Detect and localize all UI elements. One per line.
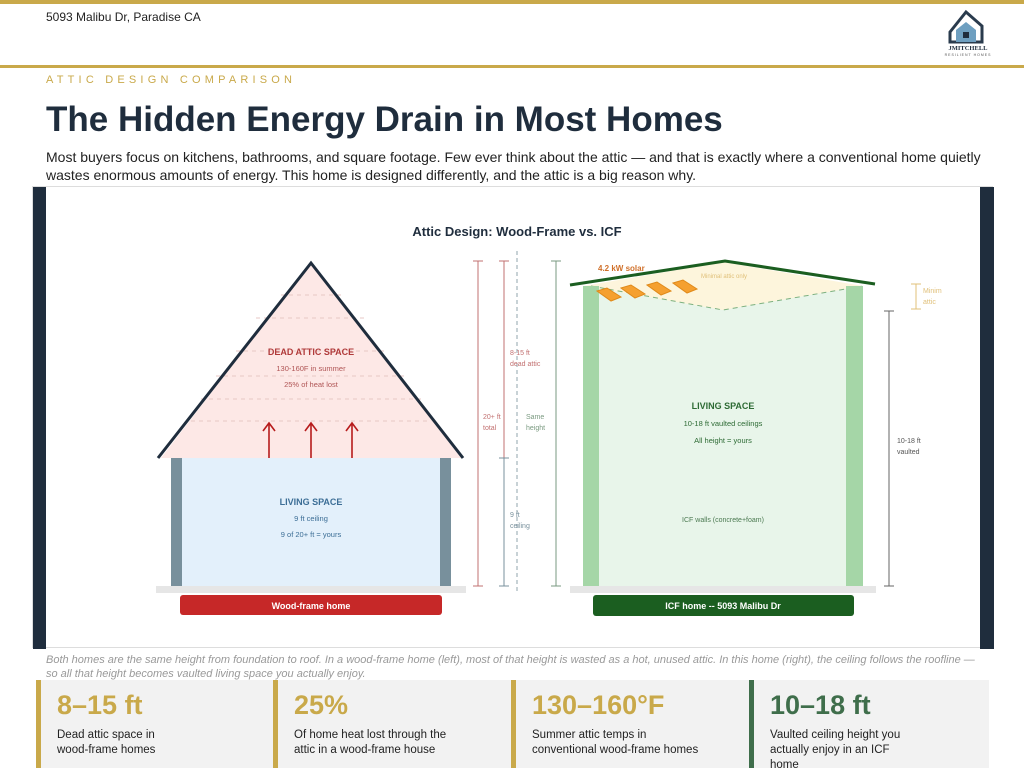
section-eyebrow: ATTIC DESIGN COMPARISON: [46, 74, 297, 86]
svg-text:Minim: Minim: [923, 288, 942, 295]
svg-text:LIVING SPACE: LIVING SPACE: [692, 401, 755, 411]
heat-loss-arrows: [262, 421, 359, 458]
stat-desc: Of home heat lost through the attic in a…: [294, 729, 447, 756]
top-accent-bar: [0, 0, 1024, 4]
svg-text:ICF walls (concrete+foam): ICF walls (concrete+foam): [682, 517, 764, 524]
svg-text:25% of heat lost: 25% of heat lost: [284, 380, 339, 389]
svg-text:vaulted: vaulted: [897, 449, 920, 456]
svg-text:height: height: [526, 425, 545, 432]
page-title: The Hidden Energy Drain in Most Homes: [46, 100, 723, 139]
company-logo: JMITCHELL RESILIENT HOMES: [945, 9, 992, 57]
stat-value: 25%: [294, 690, 349, 720]
svg-text:Same: Same: [526, 414, 544, 421]
svg-text:All height = yours: All height = yours: [694, 436, 752, 445]
svg-text:DEAD ATTIC SPACE: DEAD ATTIC SPACE: [268, 347, 354, 357]
intro-text: Most buyers focus on kitchens, bathrooms…: [46, 149, 981, 183]
svg-text:9 ft ceiling: 9 ft ceiling: [294, 514, 328, 523]
svg-text:9 ft: 9 ft: [510, 512, 520, 519]
svg-text:8-15 ft: 8-15 ft: [510, 350, 530, 357]
svg-text:Minimal attic only: Minimal attic only: [701, 274, 747, 280]
diagram-title: Attic Design: Wood-Frame vs. ICF: [412, 224, 621, 239]
svg-text:4.2 kW solar: 4.2 kW solar: [598, 264, 645, 273]
property-address: 5093 Malibu Dr, Paradise CA: [46, 10, 201, 24]
stat-value: 10–18 ft: [770, 690, 871, 720]
wood-frame-house: DEAD ATTIC SPACE 130-160F in summer 25% …: [156, 260, 466, 615]
svg-text:attic: attic: [923, 299, 936, 306]
stat-desc: Summer attic temps in conventional wood-…: [532, 729, 699, 756]
attic-diagram: Attic Design: Wood-Frame vs. ICF DEAD AT…: [32, 186, 994, 649]
svg-text:20+ ft: 20+ ft: [483, 414, 501, 421]
svg-text:130-160F in summer: 130-160F in summer: [276, 364, 346, 373]
icf-label-bar: [593, 595, 854, 616]
svg-text:total: total: [483, 425, 497, 432]
frame-left-bar: [33, 187, 46, 649]
stat-card: 10–18 ft Vaulted ceiling height you actu…: [749, 680, 989, 771]
icf-house: 4.2 kW solar Minimal attic only LIVING S…: [569, 259, 876, 616]
header-divider: [0, 65, 1024, 68]
stat-card: 8–15 ft Dead attic space in wood-frame h…: [36, 680, 273, 768]
stat-card: 130–160°F Summer attic temps in conventi…: [511, 680, 749, 768]
svg-text:JMITCHELL: JMITCHELL: [948, 45, 988, 52]
svg-text:RESILIENT HOMES: RESILIENT HOMES: [945, 53, 992, 57]
wood-frame-label-bar: [180, 595, 442, 615]
stat-desc: Dead attic space in wood-frame homes: [57, 729, 156, 756]
svg-text:10-18 ft vaulted ceilings: 10-18 ft vaulted ceilings: [684, 419, 763, 428]
solar-panels: [595, 279, 699, 302]
svg-text:LIVING SPACE: LIVING SPACE: [280, 497, 343, 507]
svg-text:ceiling: ceiling: [510, 523, 530, 530]
stat-card: 25% Of home heat lost through the attic …: [273, 680, 511, 768]
diagram-caption: Both homes are the same height from foun…: [46, 654, 975, 680]
svg-text:9 of 20+ ft = yours: 9 of 20+ ft = yours: [281, 530, 342, 539]
stat-value: 130–160°F: [532, 690, 665, 720]
svg-text:10-18 ft: 10-18 ft: [897, 438, 921, 445]
svg-text:Wood-frame home: Wood-frame home: [272, 601, 351, 611]
frame-right-bar: [980, 187, 994, 649]
svg-text:dead attic: dead attic: [510, 361, 541, 368]
stat-value: 8–15 ft: [57, 690, 143, 720]
stat-desc: Vaulted ceiling height you actually enjo…: [770, 729, 901, 771]
dimension-lines: 20+ ft total 8-15 ft dead attic Same hei…: [473, 251, 942, 593]
svg-text:ICF home -- 5093 Malibu Dr: ICF home -- 5093 Malibu Dr: [665, 601, 781, 611]
